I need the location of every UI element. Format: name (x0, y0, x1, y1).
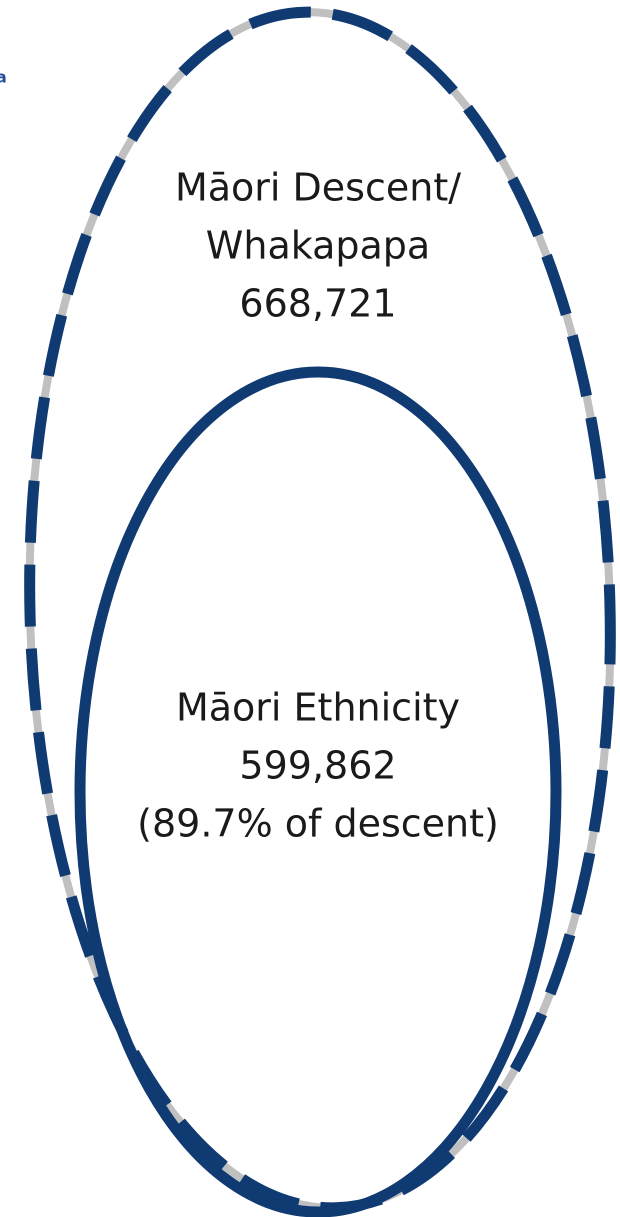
label-line: 599,862 (239, 744, 396, 788)
clipped-label: a (0, 68, 7, 87)
label-line: 668,721 (239, 282, 396, 326)
label-line: (89.7% of descent) (137, 802, 499, 846)
label-line: Whakapapa (206, 224, 430, 268)
inner-label: Māori Ethnicity 599,862 (89.7% of descent) (137, 686, 499, 846)
label-line: Māori Ethnicity (176, 686, 460, 730)
outer-label: Māori Descent/Whakapapa 668,721 (175, 166, 461, 326)
inner-ellipse (74, 366, 562, 1217)
label-line: Māori Descent/ (175, 166, 461, 210)
